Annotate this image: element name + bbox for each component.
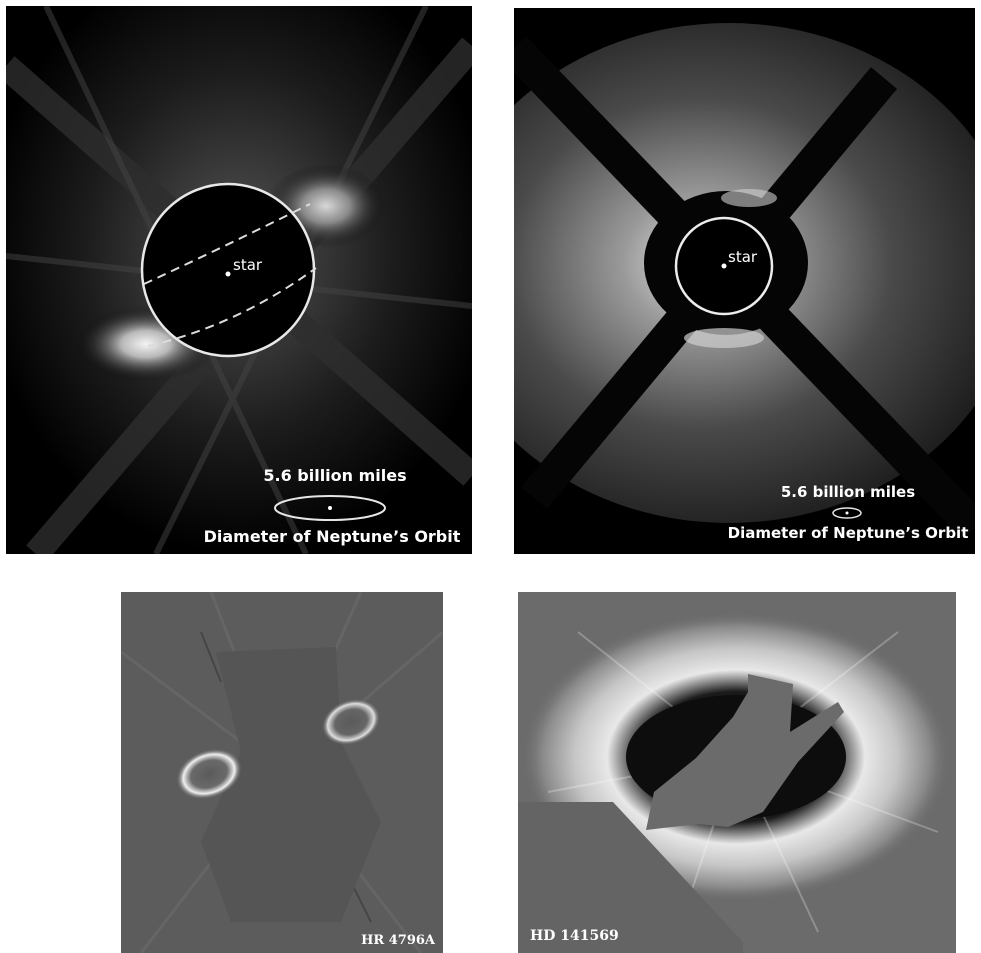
occulting-mask-circle xyxy=(140,182,316,358)
debris-disk-image-top-left: star 5.6 billion miles Diameter of Neptu… xyxy=(6,6,472,554)
image-edge-mask xyxy=(518,802,743,953)
ring-ansa-left xyxy=(176,748,242,800)
star-label: star xyxy=(233,256,263,274)
target-name-label: HD 141569 xyxy=(530,928,619,944)
neptune-orbit-scale-ellipse xyxy=(832,507,862,519)
star-label: star xyxy=(728,248,758,266)
neptune-orbit-scale-ellipse xyxy=(274,495,386,521)
scale-caption: Diameter of Neptune’s Orbit xyxy=(728,524,969,542)
occulter-mask xyxy=(646,674,844,830)
target-name-label: HR 4796A xyxy=(361,933,436,948)
star-dot xyxy=(721,263,727,269)
hd-141569-image: HD 141569 xyxy=(518,592,956,953)
hr-4796a-image: HR 4796A xyxy=(121,592,443,953)
scale-distance-label: 5.6 billion miles xyxy=(781,483,915,501)
scale-distance-label: 5.6 billion miles xyxy=(263,466,406,485)
ring-ansa-right xyxy=(321,698,381,746)
scale-caption: Diameter of Neptune’s Orbit xyxy=(204,527,461,546)
star-dot xyxy=(225,271,231,277)
debris-disk-image-top-right: star 5.6 billion miles Diameter of Neptu… xyxy=(514,8,975,554)
